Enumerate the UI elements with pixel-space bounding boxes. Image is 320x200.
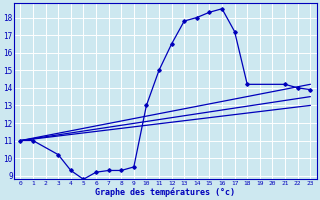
X-axis label: Graphe des températures (°c): Graphe des températures (°c) xyxy=(95,187,235,197)
